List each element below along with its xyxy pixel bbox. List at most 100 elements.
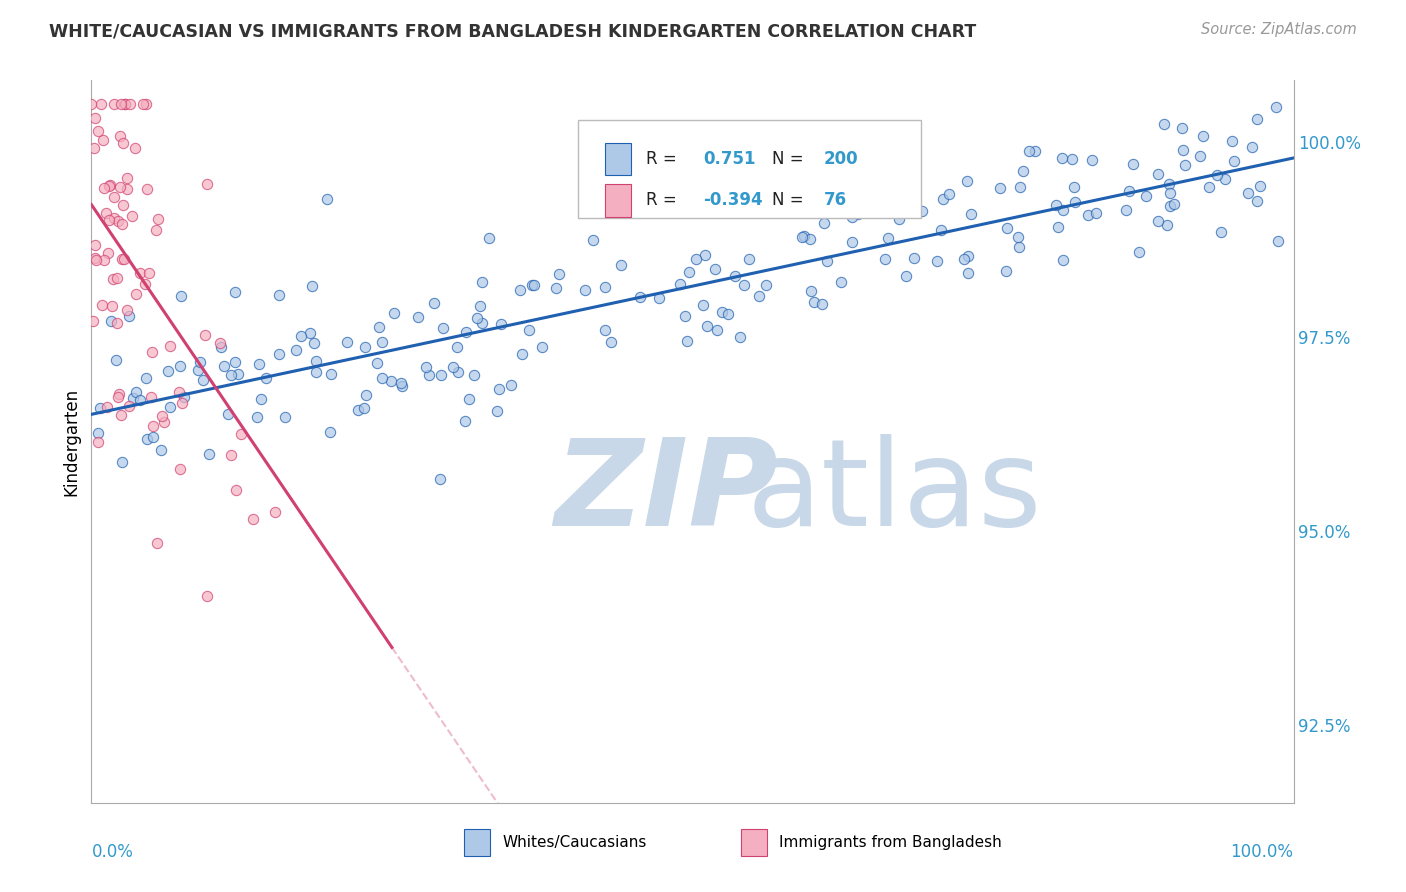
Point xyxy=(953,252,976,266)
Text: Whites/Caucasians: Whites/Caucasians xyxy=(502,835,647,850)
Point xyxy=(956,267,979,281)
Point xyxy=(1156,218,1178,232)
Point xyxy=(471,316,494,330)
Point xyxy=(938,187,960,202)
Point xyxy=(103,96,125,111)
Point xyxy=(87,124,110,138)
Point xyxy=(695,248,717,262)
Point xyxy=(793,228,815,243)
Point xyxy=(121,209,143,223)
Point xyxy=(468,299,491,313)
Point xyxy=(841,211,863,225)
Point xyxy=(1159,186,1181,201)
Point xyxy=(264,505,287,519)
Point xyxy=(98,212,121,227)
Point xyxy=(114,96,136,111)
Point xyxy=(1206,168,1229,182)
Text: R =: R = xyxy=(645,192,682,210)
Point xyxy=(800,285,823,299)
Point xyxy=(813,216,835,230)
Point xyxy=(1060,152,1083,166)
Point xyxy=(121,391,143,405)
Point xyxy=(446,366,468,380)
Point xyxy=(957,249,980,263)
Point xyxy=(1246,112,1268,127)
Point xyxy=(491,317,513,331)
Point xyxy=(115,303,138,318)
Text: atlas: atlas xyxy=(747,434,1042,550)
Point xyxy=(1241,139,1264,153)
Point xyxy=(188,355,211,369)
Text: 0.0%: 0.0% xyxy=(91,843,134,861)
Point xyxy=(842,189,865,203)
Point xyxy=(111,217,134,231)
Point xyxy=(675,334,697,348)
Point xyxy=(195,589,218,603)
Point xyxy=(267,287,290,301)
Point xyxy=(90,96,112,111)
Point xyxy=(169,359,191,374)
Point xyxy=(1018,145,1040,159)
Point xyxy=(1267,234,1289,248)
Point xyxy=(1050,151,1073,165)
Point xyxy=(91,297,114,311)
Point xyxy=(1157,177,1180,191)
Point xyxy=(195,178,218,192)
Point xyxy=(733,278,755,293)
Point xyxy=(1198,179,1220,194)
Point xyxy=(1135,188,1157,202)
Point xyxy=(931,192,953,206)
Point xyxy=(142,419,165,434)
Point xyxy=(135,371,157,385)
Point xyxy=(995,220,1018,235)
Point xyxy=(132,96,155,111)
Point xyxy=(316,193,339,207)
Point xyxy=(1077,208,1099,222)
Point xyxy=(1052,253,1074,268)
Text: 0.751: 0.751 xyxy=(703,150,756,168)
Bar xyxy=(464,829,491,856)
Point xyxy=(988,180,1011,194)
Point xyxy=(418,368,440,383)
Point xyxy=(247,357,270,371)
Point xyxy=(960,207,983,221)
Point xyxy=(117,399,139,413)
Point xyxy=(547,267,569,281)
Point xyxy=(1188,149,1211,163)
Point xyxy=(668,277,690,291)
Point xyxy=(1012,163,1035,178)
Point xyxy=(382,306,405,320)
Point xyxy=(209,341,232,355)
Point xyxy=(98,178,121,193)
Point xyxy=(172,396,194,410)
Point xyxy=(159,401,181,415)
Point xyxy=(1024,144,1046,158)
Point xyxy=(187,362,209,376)
Point xyxy=(856,193,879,207)
Point xyxy=(226,367,249,381)
Point xyxy=(574,283,596,297)
Point xyxy=(371,370,394,384)
Point xyxy=(219,448,242,462)
Point xyxy=(169,462,191,476)
Point xyxy=(100,314,122,328)
Point xyxy=(136,432,159,446)
Point xyxy=(83,111,105,125)
Point xyxy=(112,198,135,212)
Point xyxy=(599,334,621,349)
Point xyxy=(709,198,731,212)
Point xyxy=(423,296,446,310)
Point xyxy=(96,206,118,220)
Point xyxy=(956,174,979,188)
Point xyxy=(454,414,477,428)
Point xyxy=(1063,180,1085,194)
Point xyxy=(110,96,132,111)
Point xyxy=(1192,128,1215,143)
Point xyxy=(111,455,134,469)
Point xyxy=(441,359,464,374)
Point xyxy=(1249,179,1271,194)
Point xyxy=(153,416,176,430)
Point xyxy=(704,262,727,277)
Point xyxy=(429,472,451,486)
Point xyxy=(432,320,454,334)
